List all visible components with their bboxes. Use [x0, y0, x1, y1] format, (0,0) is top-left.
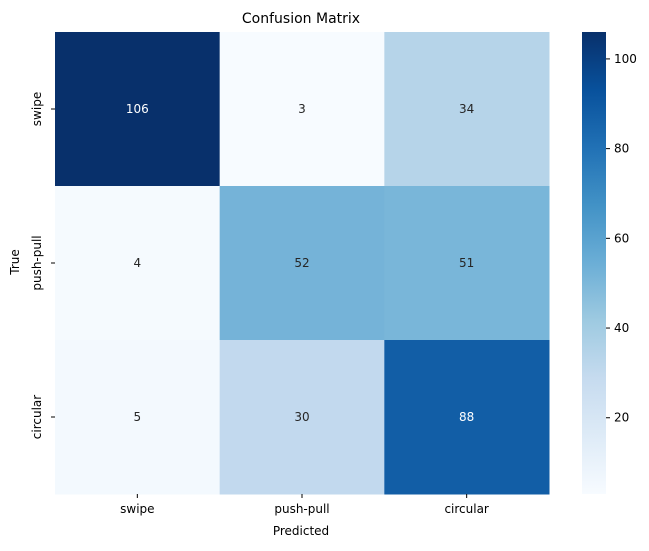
y-axis-label: True — [8, 249, 22, 276]
x-tick-label: circular — [444, 502, 488, 516]
y-tick-label: circular — [30, 395, 44, 439]
heatmap-cell-2-1 — [219, 340, 385, 495]
cell-annotations: 106 3 34 4 52 51 5 30 88 — [126, 102, 474, 424]
chart-title: Confusion Matrix — [242, 11, 360, 27]
x-axis-label: Predicted — [273, 524, 329, 538]
y-axis-ticks: swipe push-pull circular — [30, 92, 55, 439]
colorbar — [582, 32, 606, 494]
colorbar-tick-label: 60 — [614, 231, 629, 245]
heatmap-cell-1-0 — [55, 186, 221, 341]
heatmap-cell-0-0 — [55, 32, 221, 187]
cell-value-2-1: 30 — [294, 410, 309, 424]
heatmap-cell-2-2 — [384, 340, 550, 495]
y-tick-label: swipe — [30, 92, 44, 126]
cell-value-1-1: 52 — [294, 256, 309, 270]
cell-value-0-1: 3 — [298, 102, 306, 116]
heatmap-cell-0-2 — [384, 32, 550, 187]
colorbar-tick-label: 20 — [614, 411, 629, 425]
heatmap-cells — [55, 32, 550, 495]
y-tick-label: push-pull — [30, 235, 44, 290]
x-tick-label: push-pull — [274, 502, 329, 516]
cell-value-1-0: 4 — [134, 256, 142, 270]
colorbar-tick-label: 40 — [614, 321, 629, 335]
heatmap-cell-0-1 — [219, 32, 385, 187]
cell-value-2-0: 5 — [134, 410, 142, 424]
colorbar-tick-label: 100 — [614, 52, 637, 66]
colorbar-tick-label: 80 — [614, 142, 629, 156]
heatmap-cell-1-2 — [384, 186, 550, 341]
heatmap-cell-1-1 — [219, 186, 385, 341]
colorbar-ticks: 20 40 60 80 100 — [606, 52, 637, 425]
cell-value-1-2: 51 — [459, 256, 474, 270]
x-axis-ticks: swipe push-pull circular — [120, 494, 489, 516]
cell-value-2-2: 88 — [459, 410, 474, 424]
cell-value-0-0: 106 — [126, 102, 149, 116]
x-tick-label: swipe — [120, 502, 154, 516]
heatmap-cell-2-0 — [55, 340, 221, 495]
cell-value-0-2: 34 — [459, 102, 474, 116]
